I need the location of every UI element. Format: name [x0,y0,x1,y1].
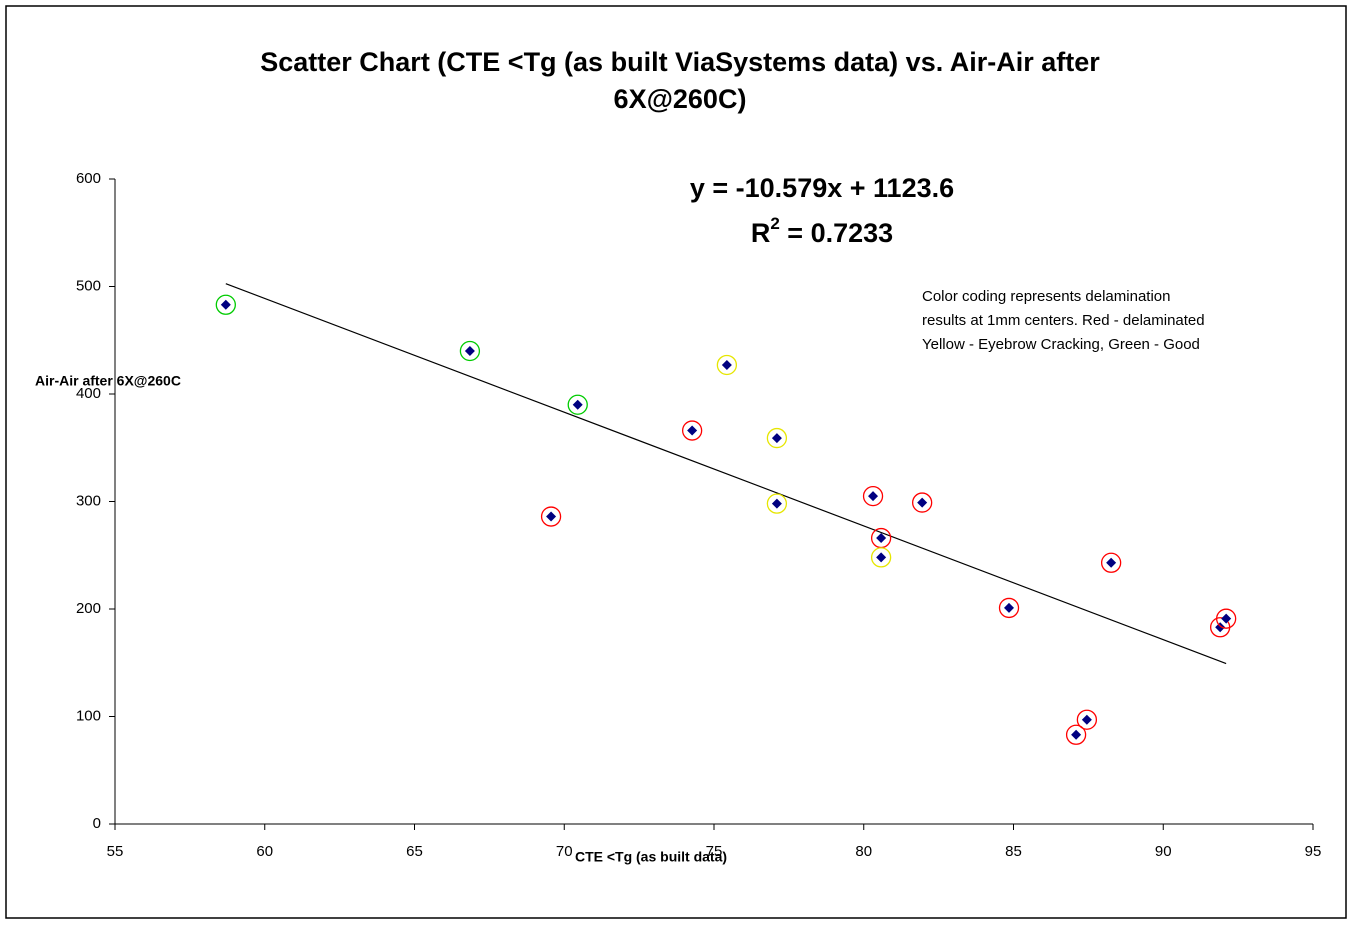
status-ring [215,294,236,315]
r2-value: = 0.7233 [780,218,893,248]
point [771,498,782,509]
status-ring [1100,552,1122,573]
point [721,359,732,370]
status-ring [998,597,1020,619]
chart-title: Scatter Chart (CTE <Tg (as built ViaSyst… [260,47,1100,77]
x-tick-label: 65 [406,843,423,860]
chart-frame [5,5,1347,919]
point [1081,714,1092,725]
status-ring [862,485,884,507]
point [1106,557,1117,568]
point [1221,613,1232,624]
status-ring [1065,724,1087,745]
point [868,491,879,502]
status-ring [540,506,562,527]
y-tick-label: 500 [76,277,101,294]
y-tick-label: 600 [76,170,101,187]
x-tick-label: 85 [1005,843,1022,860]
point [546,511,557,522]
point [1004,602,1015,613]
x-tick-label: 95 [1305,843,1322,860]
point [1071,729,1082,740]
annotation: Yellow - Eyebrow Cracking, Green - Good [922,336,1200,353]
trendline [225,283,1227,665]
point [771,433,782,444]
point [572,399,583,410]
status-ring [681,420,703,441]
x-tick-label: 90 [1155,843,1172,860]
point [917,497,928,508]
trend-equation: y = -10.579x + 1123.6 [690,173,954,203]
status-ring [766,427,788,449]
point [876,552,887,563]
x-tick-label: 60 [256,843,273,860]
chart-title: 6X@260C) [614,84,747,114]
point [876,533,887,544]
y-tick-label: 200 [76,600,101,617]
status-ring [912,492,933,513]
x-tick-label: 80 [855,843,872,860]
point [1215,622,1226,633]
point [464,346,475,356]
status-ring [870,547,892,568]
annotation: results at 1mm centers. Red - delaminate… [922,312,1205,329]
y-tick-label: 100 [76,707,101,724]
status-ring [766,493,788,514]
y-tick-label: 0 [93,815,101,832]
point [687,425,698,436]
y-tick-label: 300 [76,492,101,509]
status-ring [459,340,481,362]
x-axis-label: CTE <Tg (as built data) [575,849,727,865]
status-ring [1215,608,1237,629]
y-tick-label: 400 [76,385,101,402]
x-tick-label: 55 [107,843,124,860]
status-ring [716,354,738,376]
x-tick-label: 70 [556,843,573,860]
x-tick-label: 75 [706,843,723,860]
status-ring [567,394,588,415]
annotation: Color coding represents delamination [922,288,1170,305]
r-squared: R2 = 0.7233 [751,214,893,248]
point [220,299,231,310]
y-axis-label: Air-Air after 6X@260C [35,373,181,389]
status-ring [1076,709,1098,730]
r2-sup: 2 [770,214,779,233]
r2-base: R [751,218,771,248]
